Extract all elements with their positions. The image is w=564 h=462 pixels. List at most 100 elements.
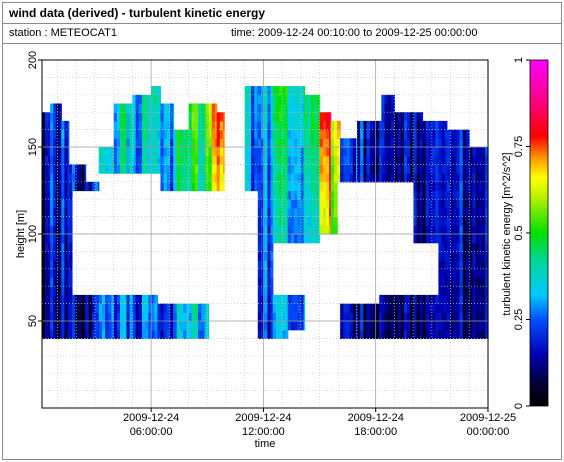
heatmap-cell [376,173,380,183]
heatmap-cell [410,329,415,339]
heatmap-cell [390,321,395,331]
heatmap-cell [108,164,113,174]
heatmap-cell [270,242,274,252]
heatmap-cell [432,190,436,200]
heatmap-cell [425,225,430,235]
heatmap-cell [188,173,193,183]
heatmap-cell [270,216,274,226]
heatmap-cell [257,251,262,261]
heatmap-cell [360,155,364,165]
heatmap-cell [314,190,318,200]
heatmap-cell [272,138,277,148]
heatmap-cell [123,112,128,122]
heatmap-cell [208,120,213,131]
heatmap-cell [95,181,99,192]
heatmap-cell [157,112,162,122]
heatmap-cell [300,216,305,226]
heatmap-cell [416,294,421,305]
heatmap-cell [400,321,405,331]
heatmap-cell [138,155,143,165]
heatmap-cell [282,164,287,174]
heatmap-cell [132,321,137,331]
heatmap-cell [472,329,477,339]
heatmap-cell [105,312,109,322]
heatmap-cell [120,103,124,113]
heatmap-cell [105,321,109,331]
heatmap-cell [160,103,165,113]
heatmap-cell [297,199,302,209]
heatmap-cell [270,190,274,200]
heatmap-cell [270,234,274,244]
heatmap-cell [343,329,348,339]
heatmap-cell [407,329,411,339]
heatmap-cell [53,242,58,252]
heatmap-cell [214,103,218,113]
heatmap-cell [413,155,418,165]
heatmap-cell [145,321,149,331]
heatmap-cell [450,286,454,296]
heatmap-cell [53,173,58,183]
heatmap-cell [138,138,143,148]
heatmap-cell [204,103,206,113]
heatmap-cell [438,164,443,174]
heatmap-cell [319,120,324,131]
heatmap-cell [376,312,380,322]
heatmap-cell [294,207,298,218]
heatmap-cell [194,103,199,113]
heatmap-cell [446,216,451,226]
heatmap-cell [287,164,292,174]
heatmap-cell [275,216,280,226]
heatmap-cell [307,147,312,157]
heatmap-cell [88,303,93,313]
heatmap-cell [176,303,181,313]
heatmap-cell [346,303,351,313]
heatmap-cell [422,173,427,183]
heatmap-cell [279,138,283,148]
heatmap-cell [444,181,448,192]
heatmap-cell [183,303,187,313]
heatmap-cell [319,216,324,226]
heatmap-cell [42,286,46,296]
heatmap-cell [340,147,344,157]
heatmap-cell [42,181,46,192]
heatmap-cell [179,321,184,331]
heatmap-cell [176,129,181,139]
heatmap-cell [372,164,377,174]
heatmap-cell [485,181,489,192]
heatmap-cell [287,234,292,244]
heatmap-cell [472,216,477,226]
heatmap-cell [53,190,58,200]
heatmap-cell [465,286,470,296]
heatmap-cell [416,155,421,165]
heatmap-cell [413,303,418,313]
heatmap-cell [116,112,121,122]
heatmap-cell [472,312,477,322]
heatmap-cell [472,242,477,252]
heatmap-cell [160,164,165,174]
heatmap-cell [251,173,255,183]
heatmap-cell [459,225,464,235]
heatmap-cell [438,329,443,339]
heatmap-cell [307,112,312,122]
heatmap-cell [333,138,338,148]
heatmap-cell [53,277,58,287]
heatmap-cell [123,155,128,165]
heatmap-cell [422,181,427,192]
heatmap-cell [294,112,298,122]
heatmap-cell [166,120,171,131]
heatmap-cell [482,242,486,252]
heatmap-cell [105,294,109,305]
heatmap-cell [257,112,262,122]
heatmap-cell [50,112,54,122]
heatmap-cell [387,312,392,322]
heatmap-cell [53,112,58,122]
heatmap-cell [270,138,274,148]
heatmap-cell [264,303,268,313]
heatmap-cell [304,103,309,113]
heatmap-cell [123,147,128,157]
heatmap-cell [282,199,287,209]
heatmap-cell [61,190,66,200]
heatmap-cell [201,329,206,339]
heatmap-cell [75,294,79,305]
heatmap-cell [247,181,252,192]
